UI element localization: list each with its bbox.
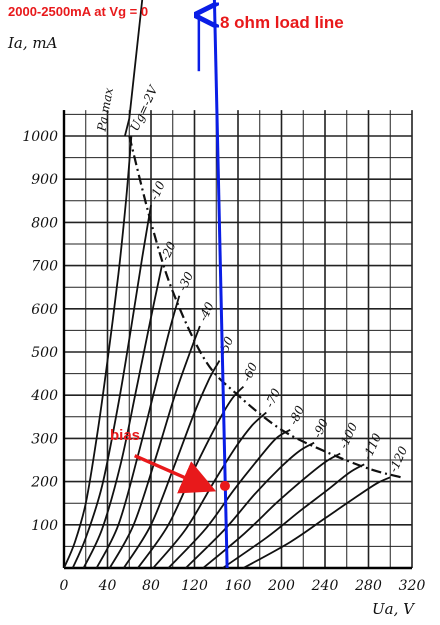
grid [62, 110, 413, 570]
x-tick-label: 200 [267, 578, 295, 594]
x-tick-label: 0 [60, 578, 69, 594]
top-note: 2000-2500mA at Vg = 0 [8, 4, 148, 19]
x-tick-label: 320 [399, 578, 426, 594]
y-axis-title: Ia, mA [7, 34, 58, 52]
bias-label: bias [110, 427, 140, 444]
y-tick-label: 1000 [22, 129, 58, 145]
curve-labels: Ug=-2V-10-20-30-40-50-60-70-80-90 -100 -11… [94, 82, 410, 474]
y-tick-label: 600 [31, 302, 58, 318]
curve-13 [242, 476, 391, 569]
bias-point [219, 480, 230, 491]
curve-label-4: -30 [175, 269, 196, 293]
curve-1 [63, 135, 133, 569]
curve-5 [108, 325, 201, 569]
curve-label-12: -110 [360, 431, 384, 462]
curve-label-8: -70 [262, 386, 283, 410]
curve-4 [95, 295, 181, 569]
curve-9 [167, 429, 291, 569]
x-tick-label: 40 [98, 578, 117, 594]
x-tick-label: 240 [311, 578, 339, 594]
annotations: 2000-2500mA at Vg = 0 8 ohm load line bi… [8, 0, 344, 569]
curve-11 [202, 452, 341, 569]
x-tick-label: 160 [225, 578, 252, 594]
y-tick-label: 800 [31, 215, 58, 231]
curve-label-3: -20 [158, 239, 179, 263]
max-dissipation-curve [128, 135, 402, 479]
curve-6 [123, 360, 221, 569]
y-tick-label: 400 [30, 388, 58, 404]
y-tick-label: 900 [31, 172, 58, 188]
max-dissipation-label: Pa max [94, 86, 116, 133]
y-tick-label: 700 [31, 259, 58, 275]
curve-label-5: -40 [196, 300, 217, 324]
curve-3 [82, 265, 163, 569]
tick-labels: 0 40 80 120 160 200 240 280 320 100 200 300 400 500 60… [22, 129, 425, 594]
grid-voltage-curves [63, 0, 402, 569]
curve-7 [137, 385, 245, 569]
curve-label-9: -80 [286, 403, 307, 427]
x-tick-label: 280 [354, 578, 382, 594]
curve-2 [71, 204, 152, 569]
curve-label-7: -60 [239, 360, 260, 384]
x-tick-label: 120 [181, 578, 208, 594]
curve-12 [222, 463, 365, 569]
y-tick-label: 300 [31, 431, 58, 447]
bias-arrow [133, 454, 217, 494]
curve-label-6: -50 [216, 334, 237, 358]
load-line-label: 8 ohm load line [220, 13, 344, 32]
curve-label-11: -100 [336, 420, 360, 451]
load-line [212, 0, 229, 569]
y-tick-label: 100 [31, 518, 58, 534]
curve-label-10: -90 [310, 416, 331, 440]
x-tick-label: 80 [142, 578, 160, 594]
y-tick-label: 200 [30, 475, 58, 491]
curve-10 [185, 441, 315, 569]
curve-label-2: -10 [147, 179, 168, 203]
y-tick-label: 500 [31, 345, 58, 361]
vg-zero-curve [124, 0, 144, 137]
x-axis-title: Ua, V [372, 600, 416, 618]
